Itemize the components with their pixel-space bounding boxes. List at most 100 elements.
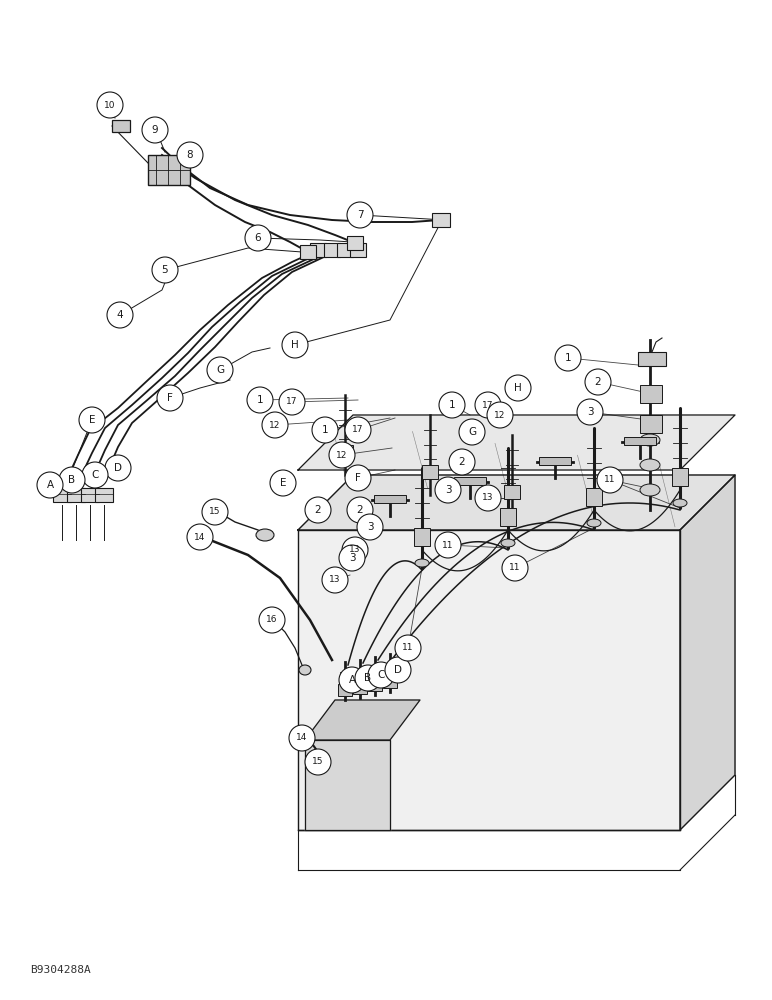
Text: H: H <box>514 383 522 393</box>
Circle shape <box>305 749 331 775</box>
FancyBboxPatch shape <box>338 684 352 696</box>
Text: B: B <box>69 475 76 485</box>
FancyBboxPatch shape <box>539 457 571 465</box>
FancyBboxPatch shape <box>337 445 353 459</box>
Circle shape <box>207 357 233 383</box>
Circle shape <box>312 417 338 443</box>
Circle shape <box>475 485 501 511</box>
FancyBboxPatch shape <box>638 352 666 366</box>
Text: 12: 12 <box>337 450 347 460</box>
Text: 2: 2 <box>357 505 364 515</box>
Polygon shape <box>305 700 420 740</box>
FancyBboxPatch shape <box>385 664 395 674</box>
Text: 1: 1 <box>564 353 571 363</box>
Circle shape <box>37 472 63 498</box>
Polygon shape <box>298 475 735 530</box>
Circle shape <box>259 607 285 633</box>
Ellipse shape <box>640 459 660 471</box>
Circle shape <box>505 375 531 401</box>
FancyBboxPatch shape <box>340 672 350 682</box>
FancyBboxPatch shape <box>337 243 353 257</box>
Text: H: H <box>291 340 299 350</box>
Circle shape <box>282 332 308 358</box>
Ellipse shape <box>415 559 429 567</box>
Circle shape <box>439 392 465 418</box>
Ellipse shape <box>640 434 660 446</box>
Circle shape <box>105 455 131 481</box>
Text: 6: 6 <box>255 233 261 243</box>
Ellipse shape <box>501 539 515 547</box>
FancyBboxPatch shape <box>81 488 99 502</box>
FancyBboxPatch shape <box>112 120 130 132</box>
Text: G: G <box>216 365 224 375</box>
FancyBboxPatch shape <box>640 385 662 403</box>
Text: 2: 2 <box>315 505 321 515</box>
Circle shape <box>339 667 365 693</box>
Text: 17: 17 <box>352 426 364 434</box>
Text: 13: 13 <box>482 493 494 502</box>
FancyBboxPatch shape <box>586 488 602 506</box>
Polygon shape <box>298 530 680 830</box>
Text: 2: 2 <box>594 377 601 387</box>
Text: 14: 14 <box>195 532 205 542</box>
Polygon shape <box>305 740 390 830</box>
Circle shape <box>385 657 411 683</box>
Text: 4: 4 <box>117 310 124 320</box>
Circle shape <box>97 92 123 118</box>
Circle shape <box>247 387 273 413</box>
Circle shape <box>279 389 305 415</box>
Text: 13: 13 <box>329 576 340 584</box>
Text: D: D <box>114 463 122 473</box>
Text: 12: 12 <box>269 420 281 430</box>
Text: 8: 8 <box>187 150 193 160</box>
Text: G: G <box>468 427 476 437</box>
Circle shape <box>305 497 331 523</box>
Text: A: A <box>348 675 356 685</box>
Circle shape <box>347 202 373 228</box>
Circle shape <box>107 302 133 328</box>
Text: 17: 17 <box>286 397 298 406</box>
Text: B: B <box>364 673 371 683</box>
Circle shape <box>475 392 501 418</box>
FancyBboxPatch shape <box>640 415 662 433</box>
Text: 1: 1 <box>322 425 328 435</box>
Circle shape <box>339 545 365 571</box>
Circle shape <box>555 345 581 371</box>
Circle shape <box>152 257 178 283</box>
Polygon shape <box>298 415 735 470</box>
Text: A: A <box>46 480 53 490</box>
Circle shape <box>187 524 213 550</box>
Circle shape <box>347 497 373 523</box>
Text: 17: 17 <box>482 400 494 410</box>
Text: C: C <box>378 670 384 680</box>
Circle shape <box>157 385 183 411</box>
FancyBboxPatch shape <box>672 468 688 486</box>
FancyBboxPatch shape <box>454 477 486 485</box>
Circle shape <box>395 635 421 661</box>
FancyBboxPatch shape <box>148 155 190 185</box>
FancyBboxPatch shape <box>624 437 656 445</box>
Circle shape <box>357 514 383 540</box>
FancyBboxPatch shape <box>504 485 520 499</box>
Circle shape <box>585 369 611 395</box>
Text: 3: 3 <box>349 553 355 563</box>
Circle shape <box>322 567 348 593</box>
Text: F: F <box>167 393 173 403</box>
FancyBboxPatch shape <box>414 528 430 546</box>
FancyBboxPatch shape <box>383 676 397 688</box>
Circle shape <box>368 662 394 688</box>
Text: C: C <box>91 470 99 480</box>
Ellipse shape <box>640 484 660 496</box>
FancyBboxPatch shape <box>355 670 365 680</box>
Circle shape <box>597 467 623 493</box>
Text: D: D <box>394 665 402 675</box>
Text: 7: 7 <box>357 210 364 220</box>
Circle shape <box>329 442 355 468</box>
Ellipse shape <box>587 519 601 527</box>
Text: 13: 13 <box>349 546 361 554</box>
Text: 11: 11 <box>510 564 521 572</box>
FancyBboxPatch shape <box>500 508 516 526</box>
Text: 1: 1 <box>449 400 455 410</box>
FancyBboxPatch shape <box>67 488 85 502</box>
Ellipse shape <box>673 499 687 507</box>
